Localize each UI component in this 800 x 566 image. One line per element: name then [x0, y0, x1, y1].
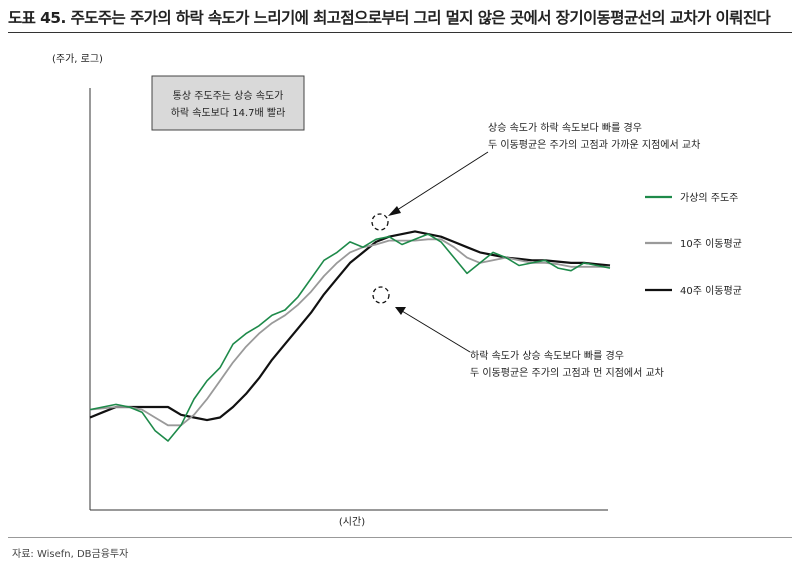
series-leader-line — [89, 233, 611, 442]
y-axis-label: (주가, 로그) — [52, 53, 103, 65]
top-arrow — [393, 151, 489, 213]
bottom-note-line-1: 하락 속도가 상승 속도보다 빠를 경우 — [470, 349, 624, 362]
legend-label-ma40: 40주 이동평균 — [680, 285, 742, 297]
x-axis-label: (시간) — [339, 516, 365, 528]
top-note-line-2: 두 이동평균은 주가의 고점과 가까운 지점에서 교차 — [488, 139, 700, 151]
series-layer — [89, 230, 611, 442]
top-crossing-marker — [371, 213, 389, 231]
info-box — [151, 75, 305, 131]
series-ma40-line — [89, 230, 611, 422]
series-ma10-line — [89, 238, 610, 427]
page-title: 도표 45. 주도주는 주가의 하락 속도가 느리기에 최고점으로부터 그리 멀… — [8, 9, 771, 27]
source-note: 자료: Wisefn, DB금융투자 — [12, 549, 129, 560]
legend-label-ma10: 10주 이동평균 — [680, 238, 742, 250]
bottom-arrowhead — [395, 307, 406, 315]
bottom-arrow — [401, 310, 471, 353]
footer-divider — [8, 537, 792, 538]
legend-label-leader: 가상의 주도주 — [680, 192, 738, 204]
info-box-line-1: 통상 주도주는 상승 속도가 — [173, 90, 284, 102]
bottom-note-line-2: 두 이동평균은 주가의 고점과 먼 지점에서 교차 — [470, 367, 664, 379]
top-note-line-1: 상승 속도가 하락 속도보다 빠를 경우 — [488, 121, 642, 134]
info-box-line-2: 하락 속도보다 14.7배 빨라 — [171, 106, 286, 119]
bottom-crossing-marker — [372, 286, 390, 304]
top-arrowhead — [388, 206, 401, 216]
title-divider — [8, 32, 792, 33]
